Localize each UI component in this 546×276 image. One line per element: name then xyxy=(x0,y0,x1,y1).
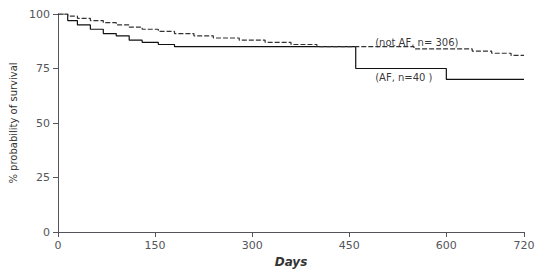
svg-text:(not AF, n= 306): (not AF, n= 306) xyxy=(375,37,458,48)
svg-text:(AF, n=40 ): (AF, n=40 ) xyxy=(375,72,432,83)
svg-text:720: 720 xyxy=(514,239,535,252)
svg-text:0: 0 xyxy=(43,226,50,239)
svg-text:% probability of survival: % probability of survival xyxy=(8,62,19,183)
svg-text:300: 300 xyxy=(242,239,263,252)
svg-text:450: 450 xyxy=(339,239,360,252)
svg-text:100: 100 xyxy=(29,8,50,21)
svg-text:25: 25 xyxy=(36,171,50,184)
svg-text:75: 75 xyxy=(36,62,50,75)
svg-text:50: 50 xyxy=(36,117,50,130)
svg-text:0: 0 xyxy=(55,239,62,252)
svg-text:600: 600 xyxy=(436,239,457,252)
svg-text:Days: Days xyxy=(275,255,308,269)
svg-text:150: 150 xyxy=(145,239,166,252)
